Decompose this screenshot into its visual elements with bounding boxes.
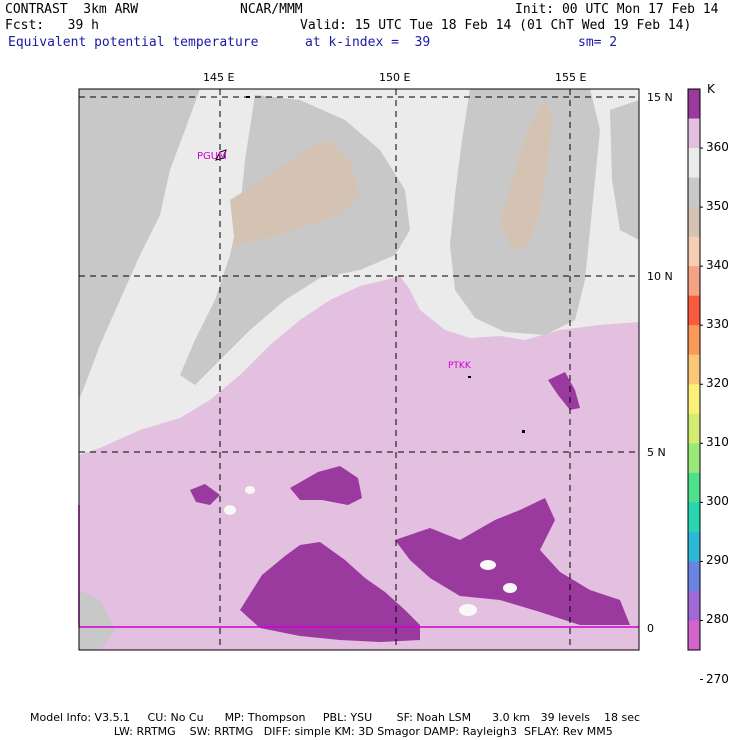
colorbar-swatch — [688, 236, 700, 267]
model-info-line1: Model Info: V3.5.1 CU: No Cu MP: Thompso… — [30, 711, 641, 724]
init-time: Init: 00 UTC Mon 17 Feb 14 — [515, 2, 719, 17]
field-white-cell — [503, 583, 517, 593]
colorbar-swatch — [688, 207, 700, 238]
lat-label-0: 0 — [647, 622, 654, 635]
colorbar-swatch — [688, 620, 700, 651]
k-index: at k-index = 39 — [305, 35, 431, 50]
colorbar-label: 320 — [706, 376, 729, 391]
field-purple-island — [548, 372, 580, 410]
colorbar-label: 360 — [706, 140, 729, 155]
colorbar-label: 290 — [706, 553, 729, 568]
map-field — [79, 89, 639, 650]
field-gray-west — [79, 89, 200, 400]
station-label-pgum: PGUM — [197, 151, 227, 162]
field-white-cell — [459, 604, 477, 616]
colorbar-swatch — [688, 118, 700, 149]
field-gray-central — [180, 95, 410, 385]
colorbar-frame — [687, 88, 701, 651]
lon-label-145: 145 E — [203, 71, 235, 84]
field-white-cell — [245, 486, 255, 494]
colorbar-swatch — [688, 266, 700, 297]
field-name: Equivalent potential temperature — [8, 35, 259, 50]
valid-time: Valid: 15 UTC Tue 18 Feb 14 (01 ChT Wed … — [300, 18, 692, 33]
colorbar-label: 350 — [706, 199, 729, 214]
lat-label-5n: 5 N — [647, 446, 666, 459]
island-marker — [246, 96, 250, 98]
field-gray-southwest — [79, 590, 115, 650]
colorbar-unit: K — [707, 82, 715, 96]
colorbar-swatch — [688, 354, 700, 385]
model-info-line2: LW: RRTMG SW: RRTMG DIFF: simple KM: 3D … — [30, 725, 613, 738]
field-purple-east — [395, 498, 630, 625]
field-purple-south — [240, 542, 420, 642]
colorbar-label: 340 — [706, 258, 729, 273]
guam-outline — [215, 149, 227, 161]
lon-label-155: 155 E — [555, 71, 587, 84]
colorbar-swatch — [688, 472, 700, 503]
field-purple-blob — [290, 466, 362, 505]
colorbar-label: 300 — [706, 494, 729, 509]
island-marker — [522, 430, 525, 433]
colorbar-swatch — [688, 148, 700, 179]
colorbar-swatch — [688, 413, 700, 444]
smoothing: sm= 2 — [578, 35, 618, 50]
field-tan-northeast — [500, 100, 552, 250]
colorbar-swatch — [688, 531, 700, 562]
model-title: CONTRAST 3km ARW — [5, 2, 139, 17]
field-pink-tongue — [300, 292, 395, 395]
lat-lon-grid — [79, 89, 639, 650]
colorbar-swatch — [688, 590, 700, 621]
lat-label-10n: 10 N — [647, 270, 673, 283]
field-white-cell — [480, 560, 496, 570]
colorbar-swatch — [688, 561, 700, 592]
map-frame — [78, 88, 640, 651]
colorbar-swatch — [688, 89, 700, 120]
colorbar-swatch — [688, 295, 700, 326]
colorbar-swatch — [688, 325, 700, 356]
forecast-hour: Fcst: 39 h — [5, 18, 99, 33]
colorbar-label: 310 — [706, 435, 729, 450]
org-name: NCAR/MMM — [240, 2, 303, 17]
colorbar-swatch — [688, 502, 700, 533]
island-marker — [468, 376, 471, 378]
colorbar-swatch — [688, 384, 700, 415]
colorbar-swatch — [688, 443, 700, 474]
colorbar-label: 270 — [706, 671, 729, 686]
colorbar-swatch — [688, 177, 700, 208]
colorbar-label: 330 — [706, 317, 729, 332]
colorbar-label: 280 — [706, 612, 729, 627]
field-gray-east-edge — [610, 100, 639, 240]
station-label-ptkk: PTKK — [448, 361, 471, 371]
lat-label-15n: 15 N — [647, 91, 673, 104]
lon-label-150: 150 E — [379, 71, 411, 84]
field-purple-west — [190, 484, 220, 505]
colorbar — [687, 88, 703, 681]
field-tan-central — [230, 140, 360, 245]
field-white-cell — [224, 505, 236, 515]
